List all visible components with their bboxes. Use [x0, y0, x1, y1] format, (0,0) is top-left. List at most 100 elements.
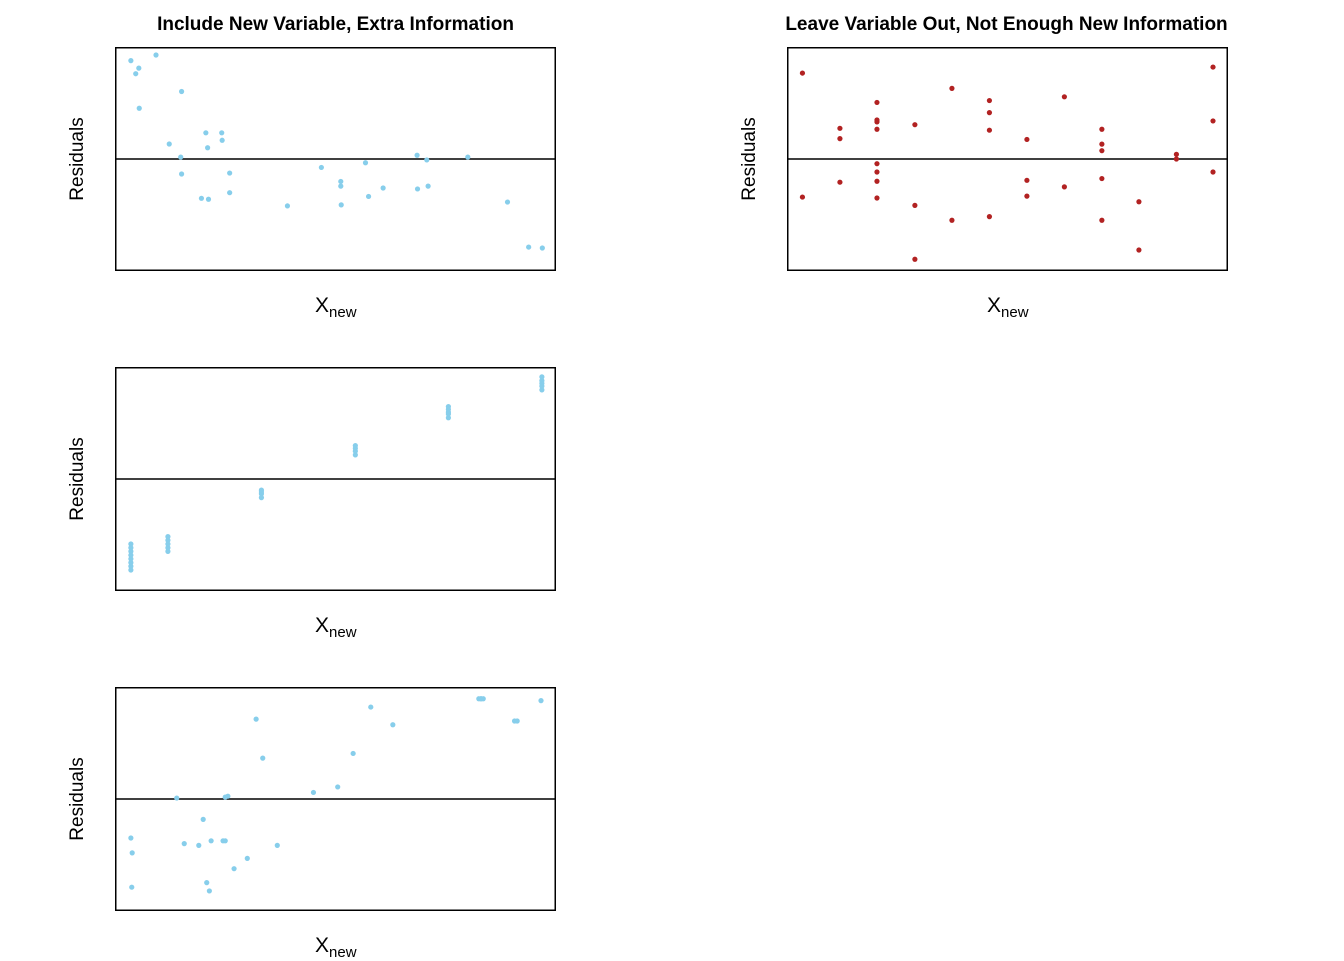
data-point: [1136, 247, 1142, 253]
panel4-xlabel-sub: new: [329, 944, 357, 961]
data-point: [166, 141, 172, 147]
data-point: [874, 169, 880, 175]
panel3-xlabel-main: X: [315, 614, 330, 637]
data-point: [258, 487, 265, 493]
panel2-title: Leave Variable Out, Not Enough New Infor…: [785, 14, 1228, 35]
data-point: [153, 52, 159, 58]
data-point: [368, 704, 374, 710]
data-point: [338, 183, 344, 189]
data-point: [1024, 136, 1030, 143]
data-point: [504, 199, 511, 205]
data-point: [227, 170, 233, 176]
data-point: [986, 214, 993, 220]
data-point: [284, 203, 291, 209]
data-point: [352, 443, 358, 449]
data-point: [414, 186, 421, 192]
data-point: [465, 154, 471, 160]
data-point: [1136, 199, 1142, 205]
data-point: [874, 99, 880, 106]
data-point: [128, 835, 134, 841]
data-point: [225, 793, 231, 799]
data-point: [1099, 126, 1105, 132]
data-point: [205, 196, 212, 202]
data-point: [178, 88, 185, 95]
data-point: [136, 65, 142, 71]
data-point: [165, 537, 171, 543]
data-point: [196, 842, 202, 848]
panel4-xlabel: Xnew: [315, 934, 357, 961]
data-point: [198, 195, 205, 201]
data-point: [1099, 148, 1105, 154]
data-point: [837, 179, 843, 185]
data-point: [514, 718, 520, 724]
panel3-xlabel: Xnew: [315, 614, 357, 641]
data-point: [874, 119, 880, 125]
panel3-plot: [115, 367, 556, 591]
data-point: [799, 194, 806, 200]
data-point: [178, 154, 184, 160]
panel3-xlabel-sub: new: [329, 624, 357, 641]
data-point: [1061, 94, 1067, 100]
data-point: [380, 185, 386, 191]
panel2-xlabel-main: X: [987, 294, 1002, 317]
data-point: [205, 145, 211, 151]
data-point: [949, 85, 955, 91]
data-point: [1210, 118, 1216, 124]
data-point: [203, 130, 209, 136]
data-point: [165, 545, 171, 551]
data-point: [365, 193, 372, 200]
data-point: [338, 202, 344, 208]
data-point: [128, 58, 134, 64]
data-point: [1210, 169, 1216, 175]
data-point: [204, 880, 210, 886]
data-point: [244, 855, 250, 861]
panel1-xlabel-main: X: [315, 294, 330, 317]
data-point: [874, 161, 880, 167]
data-point: [274, 842, 280, 848]
data-point: [231, 866, 237, 872]
data-point: [874, 178, 880, 184]
panel2-xlabel: Xnew: [987, 294, 1029, 321]
data-point: [1099, 217, 1105, 223]
data-point: [128, 548, 134, 554]
data-point: [318, 164, 324, 171]
data-point: [133, 71, 139, 77]
data-point: [539, 387, 545, 393]
data-point: [424, 157, 430, 163]
panel3-ylabel: Residuals: [67, 437, 88, 521]
panel2-ylabel: Residuals: [739, 117, 760, 201]
data-point: [165, 541, 171, 547]
data-point: [414, 152, 420, 158]
data-point: [362, 160, 369, 166]
data-point: [837, 125, 843, 131]
data-point: [310, 789, 317, 796]
data-point: [206, 888, 212, 894]
panel2-plot: [787, 47, 1228, 271]
panel4-ylabel: Residuals: [67, 757, 88, 841]
data-point: [128, 563, 134, 569]
data-point: [174, 795, 180, 801]
data-point: [352, 452, 358, 458]
data-point: [128, 556, 134, 562]
data-point: [219, 130, 225, 136]
data-point: [539, 245, 545, 251]
data-point: [874, 195, 880, 201]
data-point: [258, 495, 265, 501]
data-point: [912, 202, 918, 208]
data-point: [1210, 64, 1216, 70]
data-point: [445, 415, 451, 421]
data-point: [986, 97, 993, 104]
data-point: [425, 183, 431, 189]
data-point: [219, 137, 225, 143]
data-point: [480, 696, 486, 702]
panel4-xlabel-main: X: [315, 934, 330, 957]
panel1-ylabel: Residuals: [67, 117, 88, 201]
data-point: [1099, 175, 1105, 182]
data-point: [538, 698, 544, 704]
data-point: [335, 784, 341, 790]
panel4-plot: [115, 687, 556, 911]
data-point: [539, 378, 545, 384]
data-point: [227, 190, 233, 196]
data-point: [178, 171, 185, 177]
data-point: [260, 755, 266, 761]
